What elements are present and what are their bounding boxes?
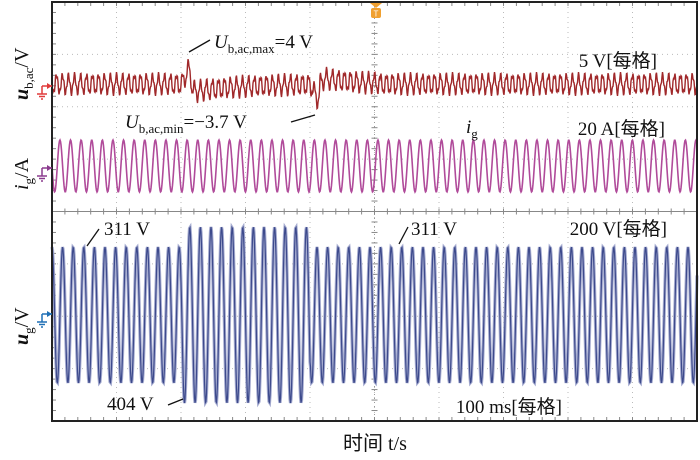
ground-arrow-head bbox=[47, 311, 52, 317]
min-annotation: Ub,ac,min=−3.7 V bbox=[125, 112, 247, 136]
ug-311-label-right: 311 V bbox=[411, 219, 457, 240]
ylabel-uba: ub,ac/V bbox=[11, 47, 36, 100]
ig-inline-label: ig bbox=[466, 117, 478, 141]
ug-311-leader-right bbox=[398, 226, 409, 245]
max-leader bbox=[188, 39, 211, 53]
trace-u-bac bbox=[51, 59, 698, 111]
min-leader bbox=[290, 114, 316, 123]
scale-ig: 20 A[每格] bbox=[578, 118, 665, 140]
ground-markers bbox=[37, 83, 52, 328]
ground-arrow-head bbox=[47, 165, 52, 171]
time-scale: 100 ms[每格] bbox=[456, 396, 562, 418]
trace-i-g bbox=[51, 138, 698, 194]
plot-frame bbox=[51, 1, 698, 422]
ylabel-ig: ig/A bbox=[11, 157, 36, 190]
ground-icon-ug bbox=[37, 311, 52, 328]
traces bbox=[50, 59, 699, 408]
ground-icon-ig bbox=[37, 165, 52, 182]
trigger-marker: T bbox=[370, 3, 382, 19]
scale-uba: 5 V[每格] bbox=[579, 50, 657, 72]
ug-404-label: 404 V bbox=[107, 394, 154, 415]
scale-ug: 200 V[每格] bbox=[570, 218, 667, 240]
max-annotation: Ub,ac,max=4 V bbox=[214, 32, 313, 56]
ground-arrow-head bbox=[47, 83, 52, 89]
ground-icon-uba bbox=[37, 83, 52, 100]
ug-311-label-left: 311 V bbox=[104, 219, 150, 240]
xlabel: 时间 t/s bbox=[343, 432, 407, 455]
trigger-marker-label: T bbox=[374, 10, 379, 19]
ylabel-ug: ug/V bbox=[11, 307, 36, 345]
trace-u-g bbox=[51, 225, 698, 405]
ug-404-leader bbox=[167, 398, 184, 406]
ug-311-leader-left bbox=[86, 228, 100, 247]
